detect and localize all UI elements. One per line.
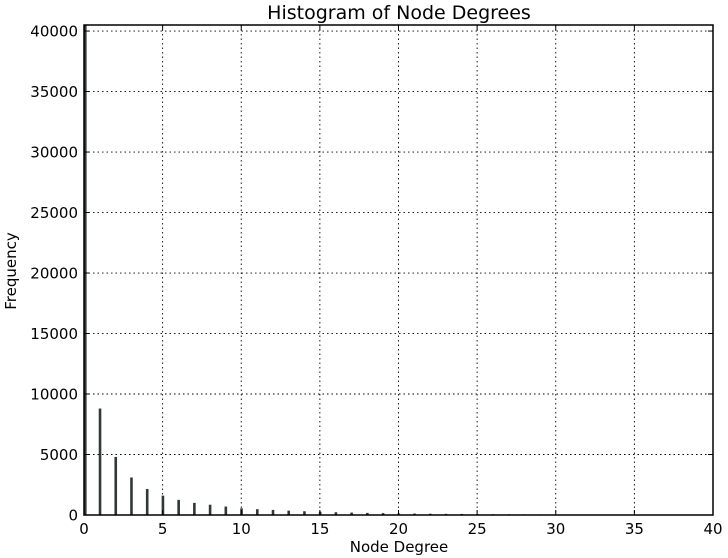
histogram-bar [98, 408, 102, 515]
x-tick-label: 0 [79, 520, 89, 538]
y-tick-label: 5000 [40, 446, 78, 464]
histogram-bar [84, 25, 87, 515]
ticks: 0 5 10 15 20 25 30 35 40 0 5000 10000 15000 20000 2500… [30, 23, 722, 538]
histogram-bar [161, 495, 165, 515]
y-tick-label: 10000 [30, 386, 78, 404]
chart-title: Histogram of Node Degrees [267, 2, 531, 24]
y-tick-label: 30000 [30, 144, 78, 162]
x-tick-label: 15 [310, 520, 329, 538]
histogram-bar [177, 499, 180, 515]
y-tick-label: 25000 [30, 204, 78, 222]
histogram-bar [130, 477, 133, 515]
histogram-bar [255, 509, 259, 515]
x-tick-label: 10 [232, 520, 251, 538]
histogram-bar [208, 504, 212, 515]
histogram-bar [334, 512, 338, 515]
x-tick-label: 25 [468, 520, 487, 538]
x-tick-label: 20 [389, 520, 408, 538]
histogram-bar [350, 512, 353, 515]
histogram-bar [193, 502, 196, 515]
histogram-bar [114, 456, 118, 515]
x-axis-label: Node Degree [350, 538, 449, 556]
y-tick-label: 0 [68, 507, 78, 525]
histogram-bar [271, 509, 275, 515]
histogram-bar [287, 510, 291, 515]
histogram-bar [366, 512, 369, 515]
x-tick-label: 5 [158, 520, 168, 538]
y-tick-label: 15000 [30, 325, 78, 343]
y-tick-label: 40000 [30, 23, 78, 41]
histogram-bar [224, 506, 228, 515]
histogram-bar [303, 511, 306, 515]
y-tick-label: 35000 [30, 83, 78, 101]
plot-frame [83, 24, 714, 516]
histogram-bar [145, 488, 149, 515]
x-tick-label: 35 [625, 520, 644, 538]
x-tick-label: 40 [703, 520, 722, 538]
y-axis-label: Frequency [2, 232, 20, 310]
y-tick-label: 20000 [30, 265, 78, 283]
x-tick-label: 30 [546, 520, 565, 538]
histogram-bar [381, 513, 385, 515]
grid [84, 25, 713, 515]
